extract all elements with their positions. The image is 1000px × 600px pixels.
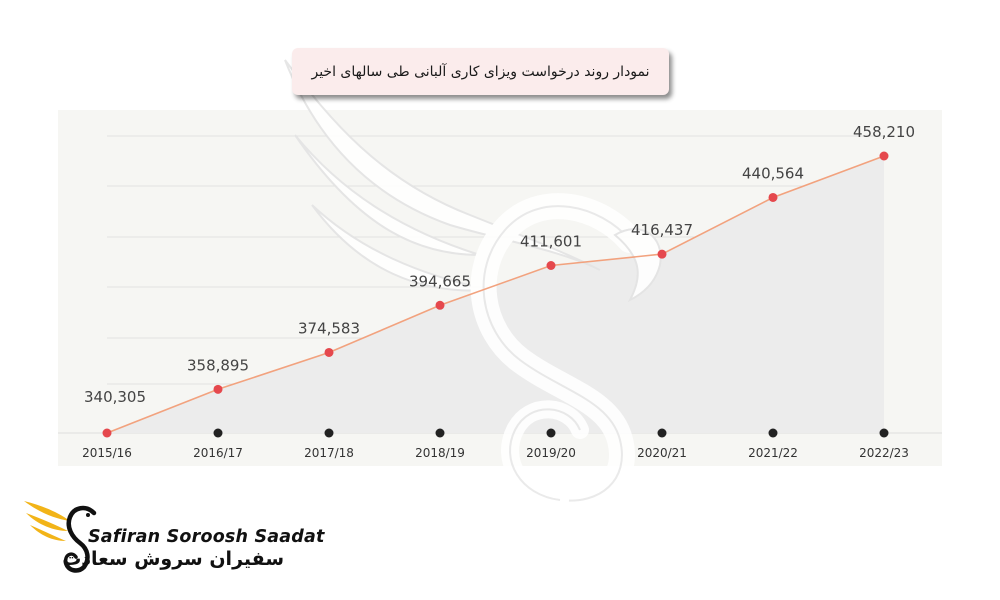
x-tick-label: 2020/21 (637, 446, 687, 460)
data-label: 358,895 (187, 356, 249, 374)
x-tick-label: 2016/17 (193, 446, 243, 460)
axis-tick-dot (657, 428, 667, 438)
data-label: 440,564 (742, 164, 804, 182)
data-point (657, 249, 667, 259)
axis-tick-dot (768, 428, 778, 438)
x-tick-label: 2019/20 (526, 446, 576, 460)
x-tick-label: 2022/23 (859, 446, 909, 460)
series-line (106, 155, 885, 434)
data-point (435, 300, 445, 310)
data-label: 394,665 (409, 272, 471, 290)
axis-tick-dot (435, 428, 445, 438)
logo-bird-icon (24, 501, 97, 573)
data-point (546, 261, 556, 271)
x-tick-label: 2017/18 (304, 446, 354, 460)
axis-tick-dot (546, 428, 556, 438)
axis-tick-dot (879, 428, 889, 438)
data-point (324, 347, 334, 357)
logo-name-en: Safiran Soroosh Saadat (88, 527, 325, 547)
x-tick-label: 2015/16 (82, 446, 132, 460)
x-tick-label: 2018/19 (415, 446, 465, 460)
data-point (879, 151, 889, 161)
data-label: 374,583 (298, 319, 360, 337)
axis-tick-dot (324, 428, 334, 438)
axis-tick-dot (213, 428, 223, 438)
data-label: 411,601 (520, 233, 582, 251)
data-point (102, 428, 112, 438)
logo-name-fa: سفیران سروش سعادت (62, 548, 284, 570)
chart-title: نمودار روند درخواست ویزای کاری آلبانی طی… (292, 48, 669, 95)
data-label: 458,210 (853, 123, 915, 141)
watermark-bird (284, 59, 662, 514)
data-label: 416,437 (631, 221, 693, 239)
data-point (213, 384, 223, 394)
company-logo: Safiran Soroosh Saadat سفیران سروش سعادت (22, 493, 324, 583)
data-point (768, 192, 778, 202)
data-label: 340,305 (84, 388, 146, 406)
x-tick-label: 2021/22 (748, 446, 798, 460)
